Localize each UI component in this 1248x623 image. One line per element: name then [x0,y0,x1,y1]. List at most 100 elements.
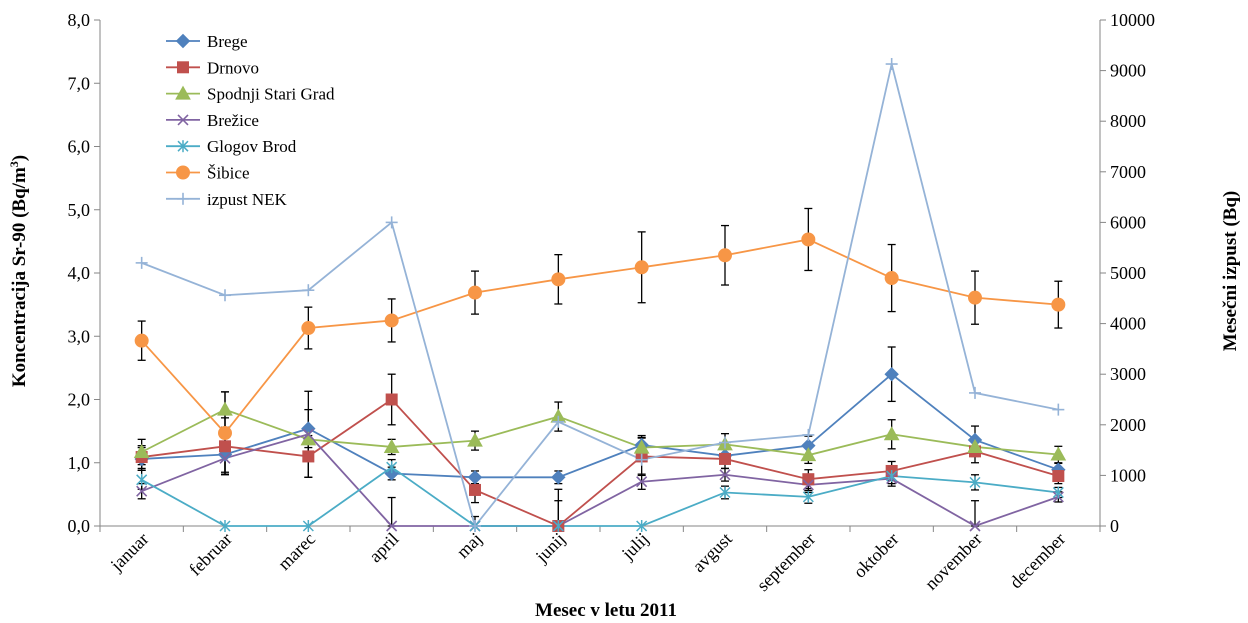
y-right-tick-label: 0 [1110,516,1119,536]
marker-plus [469,520,481,532]
x-tick-label: julij [617,529,652,564]
y-axis-left-title-sup: 3 [7,161,21,167]
marker-asterisk [636,520,648,532]
marker-x-stroke [969,520,981,532]
marker-asterisk [1052,486,1064,499]
marker-square [219,440,231,453]
marker-diamond [884,366,899,382]
x-tick-label: marec [274,529,319,574]
x-axis-title: Mesec v letu 2011 [535,600,677,621]
x-tick-label: december [1006,529,1070,593]
marker-square [302,450,315,463]
x-tick-label: oktober [849,529,902,582]
marker-plus [802,428,815,441]
y-right-tick-label: 9000 [1110,61,1146,81]
marker-triangle [1050,446,1067,461]
marker-circle [718,248,732,263]
y-left-tick-label: 4,0 [68,263,91,283]
marker-triangle [883,426,900,441]
marker-circle [384,313,399,328]
marker-square [1052,470,1065,483]
marker-triangle [800,447,817,462]
x-tick-label: avgust [688,529,735,576]
marker-triangle [467,432,483,447]
marker-x [719,469,731,481]
marker-asterisk [552,520,564,532]
series-lines [140,63,1059,528]
marker-plus [969,386,981,399]
legend-label-bre-ice: Brežice [207,111,259,130]
y-left-tick-label: 1,0 [68,453,91,473]
marker-plus [719,436,731,449]
marker-square [469,483,481,496]
marker-x [386,520,398,532]
marker-x-stroke [302,428,314,440]
marker-plus [219,289,231,302]
series-line--ibice [140,238,1059,435]
series-line-drnovo [141,398,1059,528]
y-right-tick-label: 5000 [1110,263,1146,283]
marker-circle [551,272,566,287]
marker-square [177,61,189,74]
x-tick-label: november [921,529,986,594]
y-right-tick-label: 1000 [1110,465,1146,485]
marker-x [302,428,314,440]
series-line-izpust-nek [141,63,1059,528]
series-markers [133,58,1067,532]
y-axis-left-title-main: Koncentracija Sr-90 (Bq/m [9,167,30,387]
legend-label-spodnji-stari-grad: Spodnji Stari Grad [207,85,335,104]
marker-triangle [133,443,150,458]
y-right-tick-label: 8000 [1110,111,1146,131]
y-axis-left-title-end: ) [9,155,30,161]
y-right-tick-label: 3000 [1110,364,1146,384]
marker-x-stroke [219,452,231,464]
legend-label-brege: Brege [207,32,248,51]
marker-circle [884,271,899,286]
marker-circle [134,333,149,348]
x-tick-label: junij [531,529,569,567]
marker-x [136,485,148,497]
marker-x [177,114,189,126]
marker-triangle [383,438,400,453]
marker-asterisk [969,476,981,489]
legend-label--ibice: Šibice [207,164,250,183]
y-left-tick-label: 0,0 [68,516,91,536]
y-right-tick-label: 2000 [1110,415,1146,435]
y-left-tick-label: 6,0 [68,137,91,157]
marker-x-stroke [719,469,731,481]
marker-square [802,473,815,486]
marker-asterisk [136,473,148,486]
series-line-brege [141,373,1059,479]
marker-asterisk [886,470,898,483]
marker-plus [302,284,315,297]
legend-label-drnovo: Drnovo [207,58,259,77]
marker-asterisk [386,461,398,474]
marker-circle [176,165,190,180]
series-line-spodnji-stari-grad [141,408,1059,457]
marker-asterisk [219,520,231,532]
marker-plus [135,256,148,269]
marker-asterisk [802,490,814,503]
legend: Brege Drnovo Spodnji Stari Grad Brežice Glog… [166,32,335,209]
marker-triangle [175,85,191,100]
y-right-tick-label: 4000 [1110,314,1146,334]
marker-circle [634,260,649,275]
marker-x-stroke [386,520,398,532]
x-tick-label: maj [453,529,486,562]
marker-triangle [633,439,650,454]
marker-circle [801,232,816,247]
marker-circle [468,285,482,300]
marker-plus [885,58,898,71]
y-right-tick-label: 6000 [1110,212,1146,232]
marker-x-stroke [636,476,648,488]
marker-plus [177,192,189,205]
marker-circle [968,290,982,305]
y-left-tick-label: 7,0 [68,73,91,93]
marker-x-stroke [136,485,148,497]
x-tick-label: september [753,529,819,595]
marker-plus [552,415,565,428]
marker-x [802,479,814,491]
legend-label-izpust-nek: izpust NEK [207,190,288,209]
